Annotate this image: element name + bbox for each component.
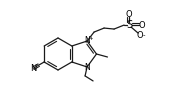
Text: O: O [139,21,145,30]
Text: O: O [126,10,132,19]
Text: +: + [89,36,93,41]
Text: -: - [143,32,145,38]
Text: O: O [137,31,143,40]
Text: N: N [85,36,90,45]
Text: N: N [84,63,90,72]
Text: S: S [126,20,132,30]
Text: N: N [30,64,37,73]
